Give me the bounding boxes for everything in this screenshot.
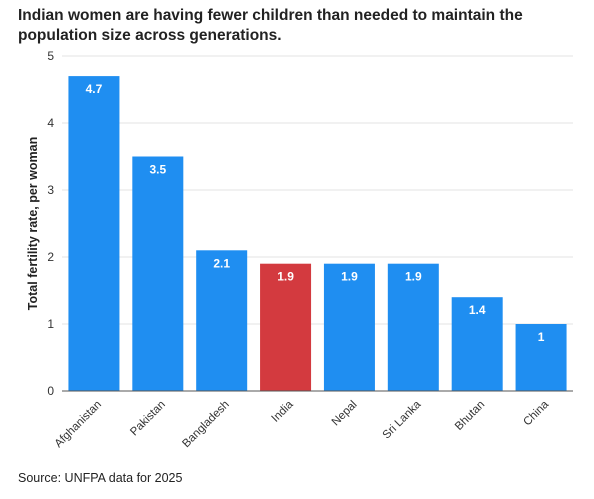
x-tick-label: Bhutan [453,399,487,433]
bar-value-label: 1.4 [469,303,486,317]
bars: 4.7 3.5 2.1 1.9 1.9 1.9 1.4 1 [68,76,567,391]
y-tick-label: 0 [47,384,54,398]
bar-afghanistan [68,76,120,391]
x-tick-label: Bangladesh [180,399,231,450]
y-tick-label: 2 [47,250,54,264]
bar-value-label: 1.9 [277,270,294,284]
bar-value-label: 3.5 [149,163,166,177]
chart-title: Indian women are having fewer children t… [18,7,523,44]
x-tick-label: China [521,398,551,428]
bar-bangladesh [196,250,248,391]
bar-india [260,263,312,391]
bar-bhutan [451,297,503,391]
y-tick-label: 3 [47,183,54,197]
bar-value-label: 1 [538,330,545,344]
bar-value-label: 2.1 [213,256,230,270]
y-tick-label: 1 [47,317,54,331]
bar-sri-lanka [387,263,439,391]
y-tick-label: 4 [47,116,54,130]
bar-value-label: 4.7 [86,82,103,96]
x-axis-labels: Afghanistan Pakistan Bangladesh India Nepal S… [53,398,552,450]
bar-value-label: 1.9 [341,270,358,284]
y-axis-ticks: 0 1 2 3 4 5 [47,49,54,398]
bar-value-label: 1.9 [405,270,422,284]
bar-pakistan [132,156,184,391]
bar-nepal [323,263,375,391]
x-tick-label: Sri Lanka [381,398,424,441]
y-axis-label: Total fertility rate, per woman [26,137,40,310]
y-tick-label: 5 [47,49,54,63]
x-tick-label: India [270,398,297,425]
x-tick-label: Pakistan [128,399,168,439]
x-tick-label: Afghanistan [53,399,104,450]
x-tick-label: Nepal [330,399,360,429]
source-note: Source: UNFPA data for 2025 [18,471,183,485]
bar-china [515,324,567,391]
